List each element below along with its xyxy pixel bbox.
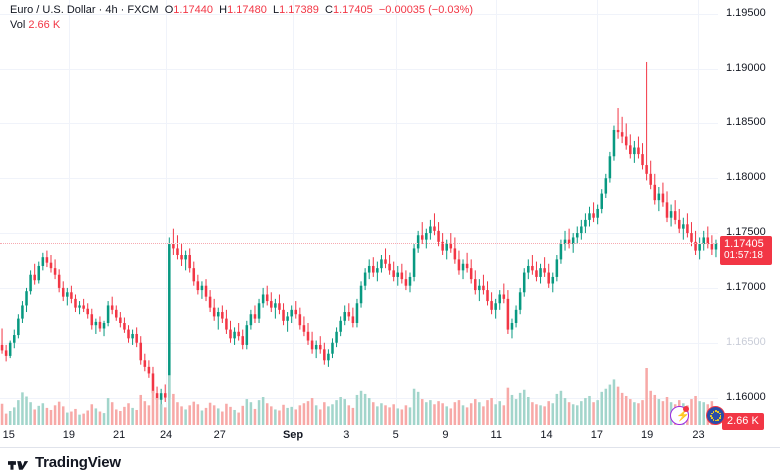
time-axis-tick: 15 (2, 429, 15, 441)
eu-star (717, 418, 719, 421)
change-value: −0.00035 (−0.03%) (378, 4, 474, 16)
chart-plot-area[interactable] (0, 0, 718, 425)
grid-line-horizontal (0, 14, 718, 15)
current-price-value: 1.17405 (724, 238, 764, 251)
time-axis-tick: Sep (282, 429, 304, 441)
low-key: L (273, 4, 280, 16)
legend-ohlc-row[interactable]: Euro / U.S. Dollar · 4h · FXCM O1.17440 … (10, 4, 473, 17)
price-axis-tick: 1.17500 (726, 226, 766, 239)
grid-line-horizontal (0, 343, 718, 344)
grid-line-horizontal (0, 233, 718, 234)
legend-separator-2: · (117, 4, 128, 16)
legend-separator-1: · (95, 4, 106, 16)
volume-badge-value: 2.66 K (727, 415, 759, 427)
grid-line-vertical (293, 0, 294, 425)
eu-star (711, 417, 713, 419)
candlestick-series (0, 61, 718, 425)
grid-line-vertical (496, 0, 497, 425)
bar-countdown: 01:57:18 (724, 250, 763, 262)
high-key: H (219, 4, 228, 16)
open-value: 1.17440 (173, 4, 214, 16)
close-value: 1.17405 (332, 4, 373, 16)
volume-value-badge[interactable]: 2.66 K (722, 413, 764, 430)
time-axis-tick: 11 (490, 429, 502, 441)
eu-star (718, 412, 721, 415)
time-axis-tick: 19 (641, 429, 654, 441)
grid-line-vertical (69, 0, 70, 425)
symbol-name[interactable]: Euro / U.S. Dollar (10, 4, 96, 16)
chart-legend: Euro / U.S. Dollar · 4h · FXCM O1.17440 … (10, 4, 473, 32)
eu-star (715, 419, 717, 422)
grid-line-horizontal (0, 123, 718, 124)
grid-line-horizontal (0, 398, 718, 399)
grid-line-vertical (698, 0, 699, 425)
eu-star (719, 415, 722, 417)
grid-line-vertical (396, 0, 397, 425)
time-axis-tick: 27 (213, 429, 226, 441)
price-axis[interactable]: 1.19500 1.19000 1.18500 1.18000 1.17500 1.170… (718, 0, 780, 425)
eu-star (715, 410, 717, 412)
tradingview-wordmark: TradingView (35, 454, 121, 471)
open-key: O (164, 4, 174, 16)
legend-volume-row[interactable]: Vol 2.66 K (10, 19, 473, 32)
volume-key: Vol (10, 19, 26, 31)
eu-star (718, 417, 721, 419)
volume-value: 2.66 K (28, 19, 61, 31)
tv-mark-icon (8, 460, 29, 470)
current-price-line (0, 243, 718, 245)
tradingview-logo[interactable]: TradingView (8, 455, 121, 470)
eu-star (712, 411, 715, 413)
time-axis-tick: 14 (540, 429, 553, 441)
eu-star (710, 415, 712, 417)
time-axis-divider (0, 447, 780, 448)
time-axis-tick: 5 (392, 429, 399, 441)
price-axis-tick: 1.18000 (726, 171, 766, 184)
eu-star (712, 418, 715, 421)
price-axis-tick: 1.19000 (726, 61, 766, 74)
time-axis-tick: 3 (343, 429, 350, 441)
time-axis-tick: 9 (442, 429, 449, 441)
lightning-bolt-icon[interactable]: ⚡ (670, 406, 690, 425)
grid-line-horizontal (0, 69, 718, 70)
price-axis-tick: 1.18500 (726, 116, 766, 129)
notification-dot (683, 406, 689, 412)
eu-flag-icon[interactable] (706, 406, 725, 425)
time-axis-tick: 23 (692, 429, 705, 441)
price-axis-tick: 1.16500 (726, 335, 766, 348)
eu-star (711, 412, 713, 415)
grid-line-horizontal (0, 178, 718, 179)
time-axis-tick: 21 (113, 429, 126, 441)
time-axis-tick: 17 (590, 429, 603, 441)
high-value: 1.17480 (227, 4, 267, 16)
eu-star (717, 411, 719, 413)
time-axis[interactable]: 15 19 21 24 27 Sep 3 5 9 11 14 17 19 23 (0, 425, 780, 447)
exchange-label[interactable]: FXCM (127, 4, 159, 16)
grid-line-vertical (166, 0, 167, 425)
close-key: C (325, 4, 333, 16)
time-axis-tick: 24 (159, 429, 173, 441)
time-axis-tick: 19 (62, 429, 75, 441)
low-value: 1.17389 (279, 4, 319, 16)
interval-label[interactable]: 4h (105, 4, 118, 16)
price-axis-tick: 1.19500 (726, 6, 766, 19)
price-axis-tick: 1.17000 (726, 280, 766, 293)
grid-line-horizontal (0, 288, 718, 289)
price-axis-tick: 1.16000 (726, 390, 766, 403)
current-price-badge[interactable]: 1.17405 01:57:18 (720, 236, 772, 266)
bolt-glyph: ⚡ (676, 410, 690, 422)
